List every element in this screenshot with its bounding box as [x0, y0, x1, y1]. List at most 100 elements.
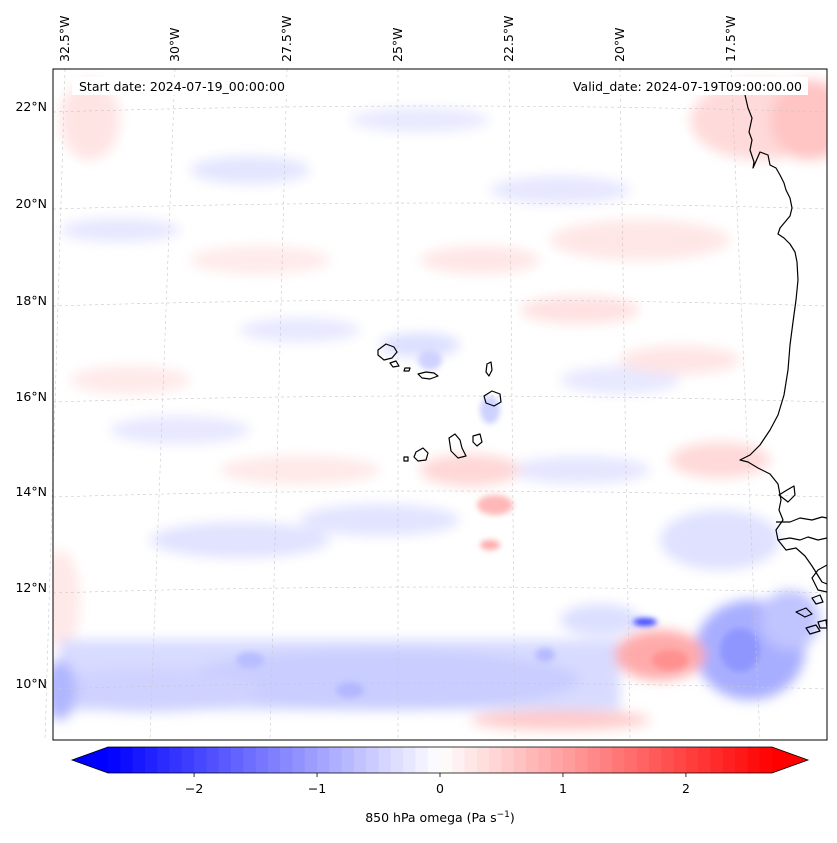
colorbar-swatches — [108, 747, 773, 773]
colorbar-tick-label: 1 — [559, 781, 567, 796]
colorbar-swatch — [255, 747, 269, 773]
longitude-labels: 32.5°W 30°W 27.5°W 25°W 22.5°W 20°W 17.5°W — [57, 16, 738, 62]
colorbar-tick-label: −1 — [308, 781, 326, 796]
colorbar-swatch — [132, 747, 146, 773]
meridian-line — [730, 68, 761, 741]
island-santa-luzia — [403, 367, 411, 372]
colorbar-swatch — [661, 747, 675, 773]
africa-coastline — [739, 94, 827, 585]
colorbar-swatch — [378, 747, 392, 773]
colorbar-swatch — [513, 747, 527, 773]
island-brava — [403, 456, 409, 462]
colorbar-swatch — [292, 747, 306, 773]
island-santo-antao — [377, 343, 398, 361]
start-date-box — [72, 77, 314, 95]
colorbar-swatch — [144, 747, 158, 773]
parallel-line — [52, 682, 828, 690]
colorbar-ticks: −2 −1 0 1 2 — [185, 773, 690, 796]
colorbar-swatch — [230, 747, 244, 773]
latitude-label: 14°N — [15, 484, 47, 499]
colorbar-swatch — [649, 747, 662, 773]
latitude-label: 20°N — [15, 196, 47, 211]
gambia-river — [776, 516, 827, 523]
colorbar-swatch — [636, 747, 650, 773]
colorbar-swatch — [440, 747, 453, 773]
parallel-line — [52, 395, 828, 403]
valid-date-box — [538, 77, 808, 95]
latitude-label: 22°N — [15, 99, 47, 114]
colorbar-swatch — [427, 747, 441, 773]
island-sao-nicolau — [417, 371, 439, 380]
latitude-label: 18°N — [15, 293, 47, 308]
colorbar-swatch — [489, 747, 503, 773]
parallel-line — [52, 202, 828, 210]
latitude-label: 16°N — [15, 389, 47, 404]
colorbar-swatch — [722, 747, 736, 773]
longitude-label: 27.5°W — [279, 16, 294, 62]
colorbar-swatch — [341, 747, 355, 773]
colorbar-swatch — [452, 747, 466, 773]
parallel-line — [52, 105, 828, 113]
latitude-labels: 22°N 20°N 18°N 16°N 14°N 12°N 10°N — [15, 99, 47, 691]
guinea-coast — [811, 564, 827, 593]
colorbar-tick-label: 2 — [682, 781, 690, 796]
colorbar-swatch — [181, 747, 195, 773]
colorbar-swatch — [194, 747, 207, 773]
casamance-coast — [777, 536, 827, 541]
colorbar-swatch — [612, 747, 626, 773]
colorbar-swatch — [587, 747, 601, 773]
colorbar-swatch — [526, 747, 539, 773]
colorbar: −2 −1 0 1 2 850 hPa omega (Pa s−1) — [70, 746, 810, 825]
parallel-line — [52, 490, 828, 498]
latitude-label: 10°N — [15, 676, 47, 691]
bissagos-islands — [795, 594, 827, 635]
colorbar-swatch — [403, 747, 417, 773]
colorbar-swatch — [218, 747, 232, 773]
island-fogo — [413, 447, 429, 462]
colorbar-extend-max — [772, 747, 808, 773]
valid-date-label: Valid_date: 2024-07-19T09:00:00.00 — [573, 79, 802, 94]
meridian-line — [619, 68, 631, 741]
colorbar-swatch — [599, 747, 613, 773]
colorbar-swatch — [476, 747, 490, 773]
colorbar-swatch — [673, 747, 687, 773]
longitude-label: 17.5°W — [723, 16, 738, 62]
island-boa-vista — [483, 390, 502, 407]
longitude-label: 32.5°W — [57, 16, 72, 62]
colorbar-swatch — [464, 747, 478, 773]
colorbar-swatch — [501, 747, 515, 773]
map-frame — [52, 68, 828, 741]
colorbar-swatch — [624, 747, 638, 773]
longitude-label: 30°W — [167, 27, 182, 62]
colorbar-swatch — [243, 747, 257, 773]
longitude-label: 22.5°W — [501, 16, 516, 62]
colorbar-swatch — [710, 747, 724, 773]
colorbar-outline — [70, 746, 810, 774]
colorbar-swatch — [415, 747, 429, 773]
island-maio — [472, 433, 483, 447]
map-area: Start date: 2024-07-19_00:00:00 Valid_da… — [15, 16, 828, 741]
dakar-peninsula — [778, 485, 796, 503]
meridian-line — [269, 68, 288, 741]
colorbar-tick-label: −2 — [185, 781, 203, 796]
colorbar-swatch — [157, 747, 171, 773]
longitude-label: 25°W — [390, 27, 405, 62]
colorbar-swatch — [366, 747, 380, 773]
colorbar-swatch — [550, 747, 564, 773]
colorbar-swatch — [280, 747, 294, 773]
colorbar-swatch — [120, 747, 134, 773]
colorbar-swatch — [353, 747, 367, 773]
colorbar-swatch — [267, 747, 281, 773]
colorbar-swatch — [169, 747, 183, 773]
parallel-line — [52, 299, 828, 307]
colorbar-swatch — [698, 747, 712, 773]
colorbar-swatch — [108, 747, 121, 773]
colorbar-swatch — [735, 747, 749, 773]
colorbar-swatch — [538, 747, 552, 773]
island-sao-vicente — [389, 360, 400, 368]
colorbar-swatch — [685, 747, 699, 773]
island-sal — [485, 361, 493, 377]
colorbar-swatch — [747, 747, 761, 773]
parallel-line — [52, 586, 828, 594]
